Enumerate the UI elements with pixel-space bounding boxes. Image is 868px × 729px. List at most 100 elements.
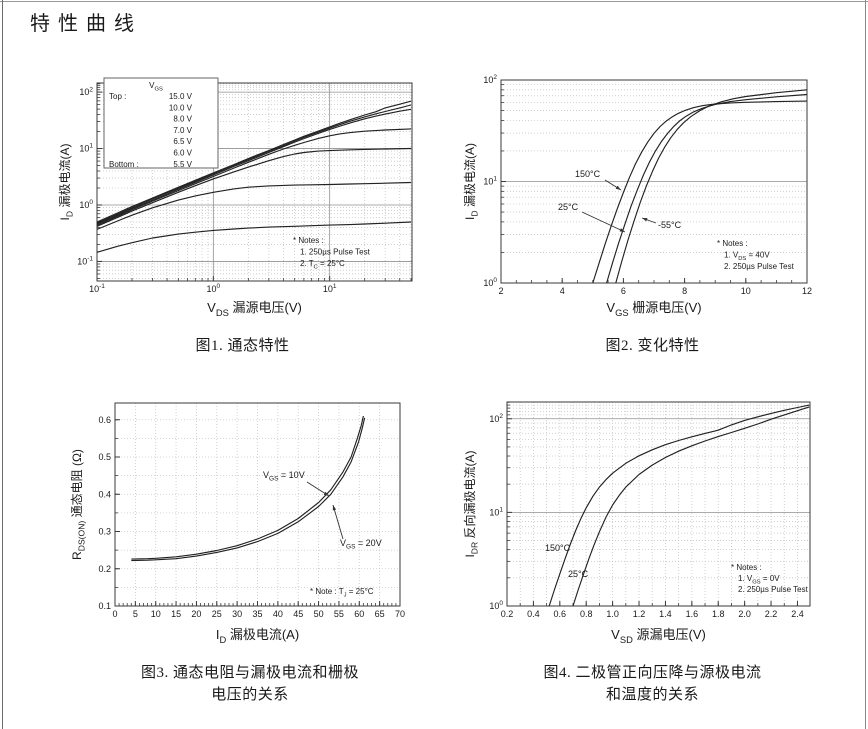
svg-text:-55°C: -55°C: [658, 220, 682, 230]
figure-3-caption-line1: 图3. 通态电阻与漏极电流和栅极: [140, 665, 359, 681]
svg-text:25°C: 25°C: [558, 202, 579, 212]
svg-text:6: 6: [621, 286, 626, 296]
svg-text:8.0 V: 8.0 V: [173, 115, 192, 124]
figure-3-rdson-vs-drain-current: 0 5 10 15 20 25 30 35 40 45 50 55 60 65 70 0.1 0.2 0.3 0.4…: [60, 393, 440, 706]
figure-3-caption: 图3. 通态电阻与漏极电流和栅极 电压的关系: [60, 662, 440, 706]
svg-text:0.5: 0.5: [98, 452, 111, 462]
svg-text:IDR 反向漏极电流(A): IDR 反向漏极电流(A): [462, 450, 480, 557]
svg-text:0.1: 0.1: [98, 601, 111, 611]
figure-4-caption: 图4. 二极管正向压降与源极电流 和温度的关系: [455, 662, 850, 706]
figure-4-caption-line1: 图4. 二极管正向压降与源极电流: [543, 665, 762, 681]
svg-text:1. VGS = 0V: 1. VGS = 0V: [738, 574, 780, 585]
svg-text:25°C: 25°C: [568, 569, 589, 579]
svg-text:ID 漏极电流(A): ID 漏极电流(A): [216, 627, 299, 645]
svg-text:1.2: 1.2: [633, 609, 646, 619]
svg-text:101: 101: [483, 176, 497, 187]
svg-text:2.4: 2.4: [791, 609, 804, 619]
svg-text:30: 30: [232, 609, 242, 619]
svg-text:2. 250µs Pulse Test: 2. 250µs Pulse Test: [738, 585, 809, 594]
svg-text:65: 65: [375, 609, 385, 619]
svg-text:101: 101: [489, 507, 503, 518]
figure-2-caption: 图2. 变化特性: [455, 335, 850, 357]
svg-text:ID 漏极电流(A): ID 漏极电流(A): [58, 144, 75, 221]
svg-text:25: 25: [212, 609, 222, 619]
figure-2-transfer-characteristics: 2 4 6 8 10 12 100 101 102 * Notes : 1. VDS = 40V 2.…: [455, 60, 850, 357]
svg-text:VDS 漏源电压(V): VDS 漏源电压(V): [207, 300, 302, 318]
svg-text:100: 100: [483, 277, 497, 288]
svg-text:0.3: 0.3: [98, 527, 111, 537]
svg-text:10-1: 10-1: [89, 283, 105, 294]
svg-text:* Notes :: * Notes :: [717, 239, 748, 248]
svg-text:35: 35: [252, 609, 262, 619]
svg-text:102: 102: [483, 74, 497, 85]
svg-text:10: 10: [741, 286, 751, 296]
svg-text:1. 250µs Pulse Test: 1. 250µs Pulse Test: [300, 248, 371, 257]
figure-3-caption-line2: 电压的关系: [211, 687, 289, 703]
svg-text:0.6: 0.6: [98, 415, 111, 425]
page-border-left: [2, 0, 3, 729]
svg-text:20: 20: [191, 609, 201, 619]
svg-text:70: 70: [395, 609, 405, 619]
svg-text:5.5 V: 5.5 V: [173, 160, 192, 169]
svg-text:0: 0: [112, 609, 117, 619]
svg-text:100: 100: [207, 283, 221, 294]
svg-text:0.8: 0.8: [580, 609, 593, 619]
svg-text:15: 15: [171, 609, 181, 619]
svg-text:0.4: 0.4: [527, 609, 540, 619]
svg-text:40: 40: [273, 609, 283, 619]
svg-text:2. TC = 25°C: 2. TC = 25°C: [300, 259, 345, 270]
svg-text:VGS = 20V: VGS = 20V: [340, 538, 382, 551]
svg-text:6.0 V: 6.0 V: [173, 149, 192, 158]
svg-text:12: 12: [802, 286, 812, 296]
svg-text:1. VDS = 40V: 1. VDS = 40V: [724, 251, 770, 262]
svg-text:10: 10: [151, 609, 161, 619]
svg-text:100: 100: [79, 199, 93, 210]
svg-text:0.4: 0.4: [98, 489, 111, 499]
svg-text:1.0: 1.0: [606, 609, 619, 619]
svg-text:VGS 栅源电压(V): VGS 栅源电压(V): [606, 300, 701, 318]
svg-text:8: 8: [682, 286, 687, 296]
svg-text:2.0: 2.0: [738, 609, 751, 619]
page-border-top: [0, 1, 868, 2]
svg-text:Top :: Top :: [109, 92, 126, 101]
svg-text:1.4: 1.4: [659, 609, 672, 619]
svg-text:* Note : TJ = 25°C: * Note : TJ = 25°C: [310, 587, 374, 598]
svg-text:0.2: 0.2: [501, 609, 514, 619]
svg-text:7.0 V: 7.0 V: [173, 126, 192, 135]
svg-text:100: 100: [489, 600, 503, 611]
svg-text:* Notes :: * Notes :: [293, 236, 324, 245]
chart-rdson-vs-drain-current: 0 5 10 15 20 25 30 35 40 45 50 55 60 65 70 0.1 0.2 0.3 0.4…: [70, 402, 405, 645]
svg-text:VGS = 10V: VGS = 10V: [263, 470, 305, 483]
svg-text:2.2: 2.2: [765, 609, 778, 619]
svg-text:15.0 V: 15.0 V: [169, 92, 193, 101]
svg-text:50: 50: [314, 609, 324, 619]
svg-text:RDS(ON) 通态电阻 (Ω): RDS(ON) 通态电阻 (Ω): [70, 449, 87, 560]
svg-text:6.5 V: 6.5 V: [173, 137, 192, 146]
svg-text:150°C: 150°C: [545, 543, 571, 553]
svg-text:VSD 源漏电压(V): VSD 源漏电压(V): [611, 627, 706, 645]
svg-text:60: 60: [354, 609, 364, 619]
svg-text:55: 55: [334, 609, 344, 619]
svg-text:2: 2: [498, 286, 503, 296]
page-title: 特性曲线: [30, 13, 142, 35]
svg-text:2. 250µs Pulse Test: 2. 250µs Pulse Test: [724, 262, 795, 271]
svg-text:150°C: 150°C: [575, 169, 601, 179]
figure-1-caption: 图1. 通态特性: [50, 335, 435, 357]
svg-text:4: 4: [560, 286, 565, 296]
svg-text:ID 漏极电流(A): ID 漏极电流(A): [463, 143, 480, 220]
svg-text:102: 102: [489, 413, 503, 424]
svg-text:1.6: 1.6: [686, 609, 699, 619]
figure-2-caption-line1: 图2. 变化特性: [605, 338, 700, 354]
svg-text:VGS: VGS: [149, 81, 163, 92]
svg-text:10-1: 10-1: [77, 256, 93, 267]
figure-4-caption-line2: 和温度的关系: [605, 687, 699, 703]
svg-text:101: 101: [323, 283, 337, 294]
chart-transfer-characteristics: 2 4 6 8 10 12 100 101 102 * Notes : 1. VDS = 40V2.…: [463, 74, 812, 318]
svg-text:0.6: 0.6: [554, 609, 567, 619]
svg-text:5: 5: [133, 609, 138, 619]
svg-text:10.0 V: 10.0 V: [169, 103, 193, 112]
figure-1-caption-line1: 图1. 通态特性: [195, 338, 290, 354]
figure-1-on-state-characteristics: 10-1 100 101 10-1 100 101 102 VGS Top : 15.0 V 10.…: [50, 60, 435, 357]
page-border-right: [865, 0, 866, 729]
